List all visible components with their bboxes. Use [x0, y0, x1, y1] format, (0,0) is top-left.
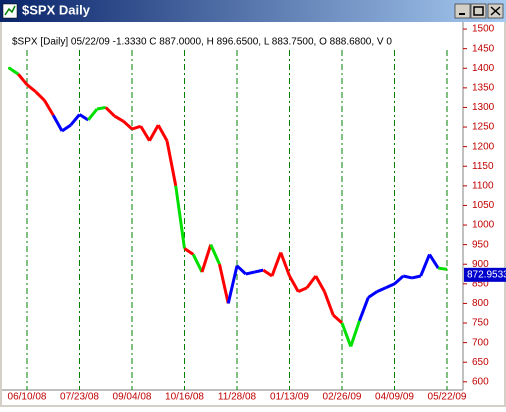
y-tick-label: 750: [472, 318, 489, 329]
y-tick-label: 1450: [472, 43, 495, 54]
y-tick-label: 1050: [472, 200, 495, 211]
price-segment: [156, 124, 169, 142]
price-segment: [96, 105, 107, 111]
price-segment: [419, 253, 431, 277]
x-tick-label: 10/16/08: [165, 392, 204, 403]
price-segment: [385, 282, 396, 290]
minimize-button[interactable]: [454, 3, 471, 19]
price-segment: [200, 244, 213, 273]
price-segment: [87, 108, 99, 121]
x-tick-label: 09/04/08: [113, 392, 152, 403]
x-tick-label: 07/23/08: [60, 392, 99, 403]
price-segment: [245, 270, 255, 276]
price-segment: [51, 114, 64, 132]
y-tick-label: 1000: [472, 220, 495, 231]
price-segment: [139, 125, 151, 142]
x-tick-label: 05/22/09: [428, 392, 467, 403]
title-bar: [0, 0, 506, 22]
price-segment: [43, 99, 55, 117]
price-segment: [262, 268, 273, 278]
price-segment: [34, 90, 46, 102]
price-segment: [279, 251, 291, 277]
price-segment: [305, 275, 317, 289]
price-segment: [209, 244, 221, 265]
price-segment: [104, 106, 116, 118]
price-segment: [17, 73, 29, 86]
y-tick-label: 1200: [472, 141, 495, 152]
x-tick-label: 06/10/08: [8, 392, 47, 403]
price-segment: [235, 264, 247, 276]
last-price-label: 872.9533: [467, 269, 506, 280]
y-tick-label: 650: [472, 357, 489, 368]
price-segment: [191, 253, 204, 273]
price-segment: [323, 291, 335, 316]
last-price-box: [464, 267, 506, 282]
price-segment: [402, 274, 413, 280]
y-tick-label: 850: [472, 278, 489, 289]
y-tick-label: 800: [472, 298, 489, 309]
price-segment: [288, 275, 300, 293]
y-tick-label: 950: [472, 239, 489, 250]
price-segment: [358, 297, 370, 322]
price-segment: [376, 286, 387, 294]
y-tick-label: 600: [472, 376, 489, 387]
price-segment: [332, 314, 344, 325]
price-segment: [122, 120, 134, 131]
price-segment: [393, 274, 405, 285]
y-tick-label: 1350: [472, 82, 495, 93]
price-segment: [8, 67, 20, 76]
price-segment: [438, 266, 448, 271]
y-tick-label: 1100: [472, 180, 494, 191]
y-tick-label: 1150: [472, 161, 494, 172]
price-segment: [26, 83, 37, 93]
price-segment: [174, 185, 186, 249]
price-segment: [411, 274, 422, 280]
price-segment: [69, 113, 81, 127]
x-tick-label: 01/13/09: [270, 392, 309, 403]
y-tick-label: 700: [472, 337, 489, 348]
price-segment: [367, 290, 378, 299]
window-buttons[interactable]: [454, 3, 504, 19]
price-segment: [270, 251, 283, 277]
x-tick-label: 02/26/09: [323, 392, 362, 403]
price-segment: [428, 253, 440, 269]
price-segment: [314, 275, 326, 293]
y-tick-label: 1400: [472, 63, 495, 74]
y-tick-label: 1300: [472, 102, 495, 113]
price-segment: [113, 114, 125, 123]
price-segment: [254, 268, 264, 274]
icon-glyph: [4, 5, 16, 16]
close-glyph: [490, 6, 501, 16]
window-title: $SPX Daily: [22, 2, 91, 17]
maximize-glyph: [473, 6, 484, 16]
price-segment: [226, 265, 239, 304]
y-tick-label: 900: [472, 259, 489, 270]
x-tick-label: 04/09/09: [375, 392, 414, 403]
price-segment: [131, 124, 142, 131]
price-segment: [297, 286, 308, 294]
chart-area: [2, 22, 504, 405]
price-segment: [148, 124, 160, 142]
y-tick-label: 1250: [472, 122, 495, 133]
price-segment: [218, 263, 230, 304]
price-segment: [340, 322, 353, 348]
quote-line: $SPX [Daily] 05/22/09 -1.3330 C 887.0000…: [12, 37, 392, 48]
x-tick-label: 11/28/08: [218, 392, 257, 403]
price-segment: [165, 140, 178, 187]
price-segment: [61, 123, 72, 133]
price-segment: [78, 113, 90, 122]
price-segment: [349, 320, 361, 348]
price-segment: [183, 247, 195, 256]
y-tick-label: 1500: [472, 24, 495, 35]
